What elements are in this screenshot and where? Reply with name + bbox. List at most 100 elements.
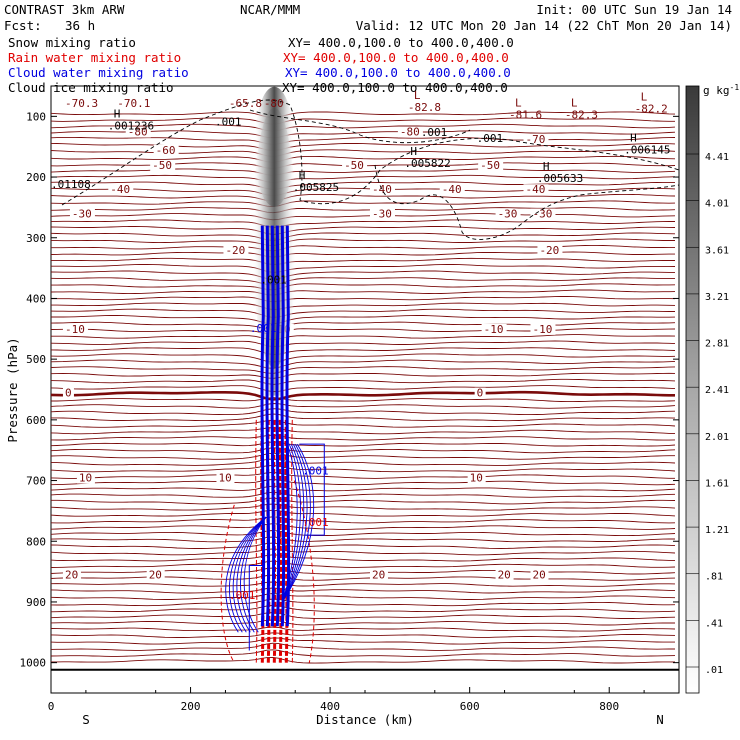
isotherm-line xyxy=(50,536,675,543)
legend-rain-label: Rain water mixing ratio xyxy=(8,50,181,65)
legend-snow-label: Snow mixing ratio xyxy=(8,35,136,50)
isotherm-line xyxy=(50,181,675,190)
isotherm-label-bg xyxy=(125,126,151,138)
isotherm-layer: -80 -80 -70 -60 -50 -50 -50 -40 -40 -40 -40 -30 -30 -… xyxy=(50,111,679,671)
cloud-ice-contour xyxy=(61,99,680,206)
isotherm-label-bg xyxy=(153,144,179,156)
isotherm-line xyxy=(50,270,675,280)
isotherm-label: 10 xyxy=(470,472,483,485)
extremum-value: -81.6 xyxy=(509,108,542,121)
extremum-kind: H xyxy=(543,160,550,173)
y-tick-label: 800 xyxy=(26,535,46,548)
isotherm-line xyxy=(51,264,676,273)
isotherm-line xyxy=(50,359,676,369)
colorbar-level-label: 2.01 xyxy=(705,432,729,443)
cloud-ice-contour xyxy=(249,109,471,144)
top-contour-label: -80 xyxy=(264,97,284,110)
isotherm-label-bg xyxy=(530,569,549,581)
isotherm-line xyxy=(50,403,676,409)
isotherm-line xyxy=(50,485,676,492)
isotherm-label-bg xyxy=(62,323,88,335)
x-tick-label: 800 xyxy=(599,700,619,713)
isotherm-line xyxy=(50,632,676,638)
header-fcst-value: 36 h xyxy=(65,18,95,33)
y-tick-label: 200 xyxy=(26,171,46,184)
isotherm-line xyxy=(50,366,676,374)
header-init: Init: 00 UTC Sun 19 Jan 14 xyxy=(536,2,732,17)
cloud-water-contour xyxy=(281,443,308,603)
isotherm-label-bg xyxy=(478,159,504,171)
isotherm-label: -30 xyxy=(372,208,392,221)
isotherm-label-bg xyxy=(467,472,486,484)
extremum-kind: L xyxy=(641,90,648,103)
isotherm-line xyxy=(50,200,676,208)
isotherm-label: 20 xyxy=(65,569,78,582)
isotherm-line xyxy=(51,413,676,422)
isotherm-label-bg xyxy=(342,159,368,171)
isotherm-label-bg xyxy=(62,569,81,581)
isotherm-line xyxy=(50,656,676,664)
isotherm-line xyxy=(50,598,676,607)
isotherm-line xyxy=(50,649,676,657)
isotherm-line xyxy=(50,581,676,587)
cloud-water-contour xyxy=(281,443,315,603)
isotherm-label: 10 xyxy=(79,472,92,485)
colorbar: g kg-1 4.41 4.01 3.61 3.21 2.81 2.41 2.01 1.61 1… xyxy=(685,83,739,694)
legend-snow-xy: XY= 400.0,100.0 to 400.0,400.0 xyxy=(288,35,514,50)
cloud-water-contour xyxy=(232,516,267,633)
isotherm-line xyxy=(50,238,675,247)
isotherm-label-bg xyxy=(223,244,249,256)
x-end-label-south: S xyxy=(82,712,90,727)
colorbar-level-label: 3.61 xyxy=(705,245,729,256)
y-tick-label: 600 xyxy=(26,414,46,427)
isotherm-line xyxy=(50,213,676,221)
colorbar-level-label: .41 xyxy=(705,618,723,629)
isotherm-line xyxy=(50,509,676,517)
extremum-kind: L xyxy=(571,96,578,109)
isotherm-line xyxy=(50,619,676,626)
x-tick-label: 600 xyxy=(460,700,480,713)
isotherm-line xyxy=(50,503,676,511)
extremum-value: -82.8 xyxy=(408,101,441,114)
isotherm-line xyxy=(50,251,675,258)
contour-value-label: .001 xyxy=(215,115,242,128)
isotherm-line xyxy=(50,626,676,632)
y-tick-label: 400 xyxy=(26,292,46,305)
x-tick-label: 400 xyxy=(320,700,340,713)
colorbar-level-label: 2.41 xyxy=(705,385,729,396)
contour-value-label: .001 xyxy=(421,126,448,139)
extremum-value: .005633 xyxy=(537,172,583,185)
isotherm-line xyxy=(50,174,676,183)
isotherm-label: 20 xyxy=(498,569,511,582)
header-fcst-label: Fcst: xyxy=(4,18,42,33)
isotherm-line xyxy=(50,136,676,145)
colorbar-level-label: 4.41 xyxy=(705,152,729,163)
extremum-kind: L xyxy=(414,89,421,102)
isotherm-line xyxy=(50,642,675,651)
header-center: NCAR/MMM xyxy=(240,2,300,17)
isotherm-line xyxy=(50,587,676,594)
isotherm-line xyxy=(50,155,676,163)
isotherm-line xyxy=(51,244,675,252)
isotherm-line xyxy=(50,452,675,460)
isotherm-label-bg xyxy=(495,569,514,581)
cloud-water-contour xyxy=(299,443,325,536)
isotherm-label-bg xyxy=(523,133,549,145)
extremum-value: .006145 xyxy=(624,144,670,157)
isotherm-line xyxy=(50,117,675,125)
isotherm-line xyxy=(50,419,676,428)
isotherm-line xyxy=(50,111,676,119)
extremum-value: -82.2 xyxy=(635,102,668,115)
cloud-water-contour xyxy=(236,516,267,633)
isotherm-label: -30 xyxy=(72,208,92,221)
colorbar-level-label: 3.21 xyxy=(705,292,729,303)
isotherm-label: -70 xyxy=(525,133,545,146)
isotherm-line xyxy=(50,232,676,241)
isotherm-label: 0 xyxy=(65,387,72,400)
isotherm-line xyxy=(50,308,675,318)
x-tick-label: 200 xyxy=(181,700,201,713)
isotherm-label-bg xyxy=(397,126,423,138)
isotherm-label-bg xyxy=(76,472,95,484)
cloud-water-contour xyxy=(248,565,265,651)
